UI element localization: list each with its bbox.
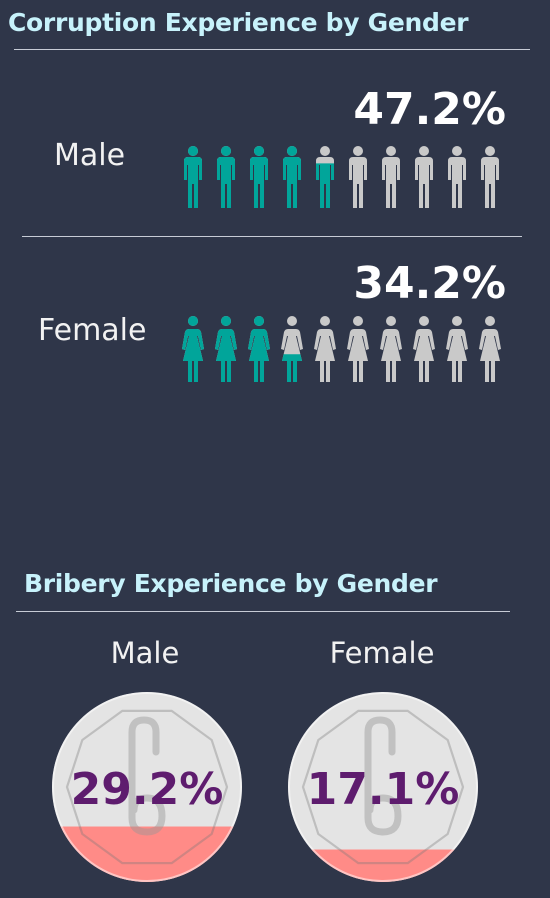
male-percentage: 47.2% (353, 84, 506, 135)
bribery-male-label: Male (110, 636, 180, 670)
female-person-icon (314, 316, 336, 382)
female-person-icon (446, 316, 468, 382)
female-person-icon (380, 316, 402, 382)
male-pictogram (184, 146, 499, 208)
male-person-icon (283, 146, 301, 208)
gender-divider (22, 236, 522, 237)
female-label: Female (38, 313, 147, 348)
male-person-icon (448, 146, 466, 208)
female-person-icon (248, 316, 270, 382)
male-person-icon (316, 146, 334, 208)
bribery-title: Bribery Experience by Gender (24, 569, 438, 598)
female-person-icon (413, 316, 435, 382)
female-person-icon (281, 316, 303, 382)
female-pictogram (182, 316, 501, 382)
bribery-female-value-label: 17.1% (307, 764, 460, 815)
bribery-male-gauge: 29.2% (52, 692, 242, 882)
male-person-icon (250, 146, 268, 208)
bribery-female-fill-level (288, 849, 478, 882)
female-percentage: 34.2% (353, 258, 506, 309)
male-person-icon (349, 146, 367, 208)
female-person-icon (215, 316, 237, 382)
female-person-icon (479, 316, 501, 382)
bribery-female-label: Female (329, 636, 435, 670)
male-person-icon (184, 146, 202, 208)
female-person-icon (347, 316, 369, 382)
male-person-icon (481, 146, 499, 208)
male-person-icon (382, 146, 400, 208)
bribery-male-value-label: 29.2% (71, 764, 224, 815)
female-person-icon (182, 316, 204, 382)
male-label: Male (54, 138, 126, 173)
bribery-divider (16, 611, 510, 612)
corruption-title: Corruption Experience by Gender (8, 8, 469, 37)
male-person-icon (217, 146, 235, 208)
bribery-female-gauge: 17.1% (288, 692, 478, 882)
title-divider (14, 49, 530, 50)
male-person-icon (415, 146, 433, 208)
